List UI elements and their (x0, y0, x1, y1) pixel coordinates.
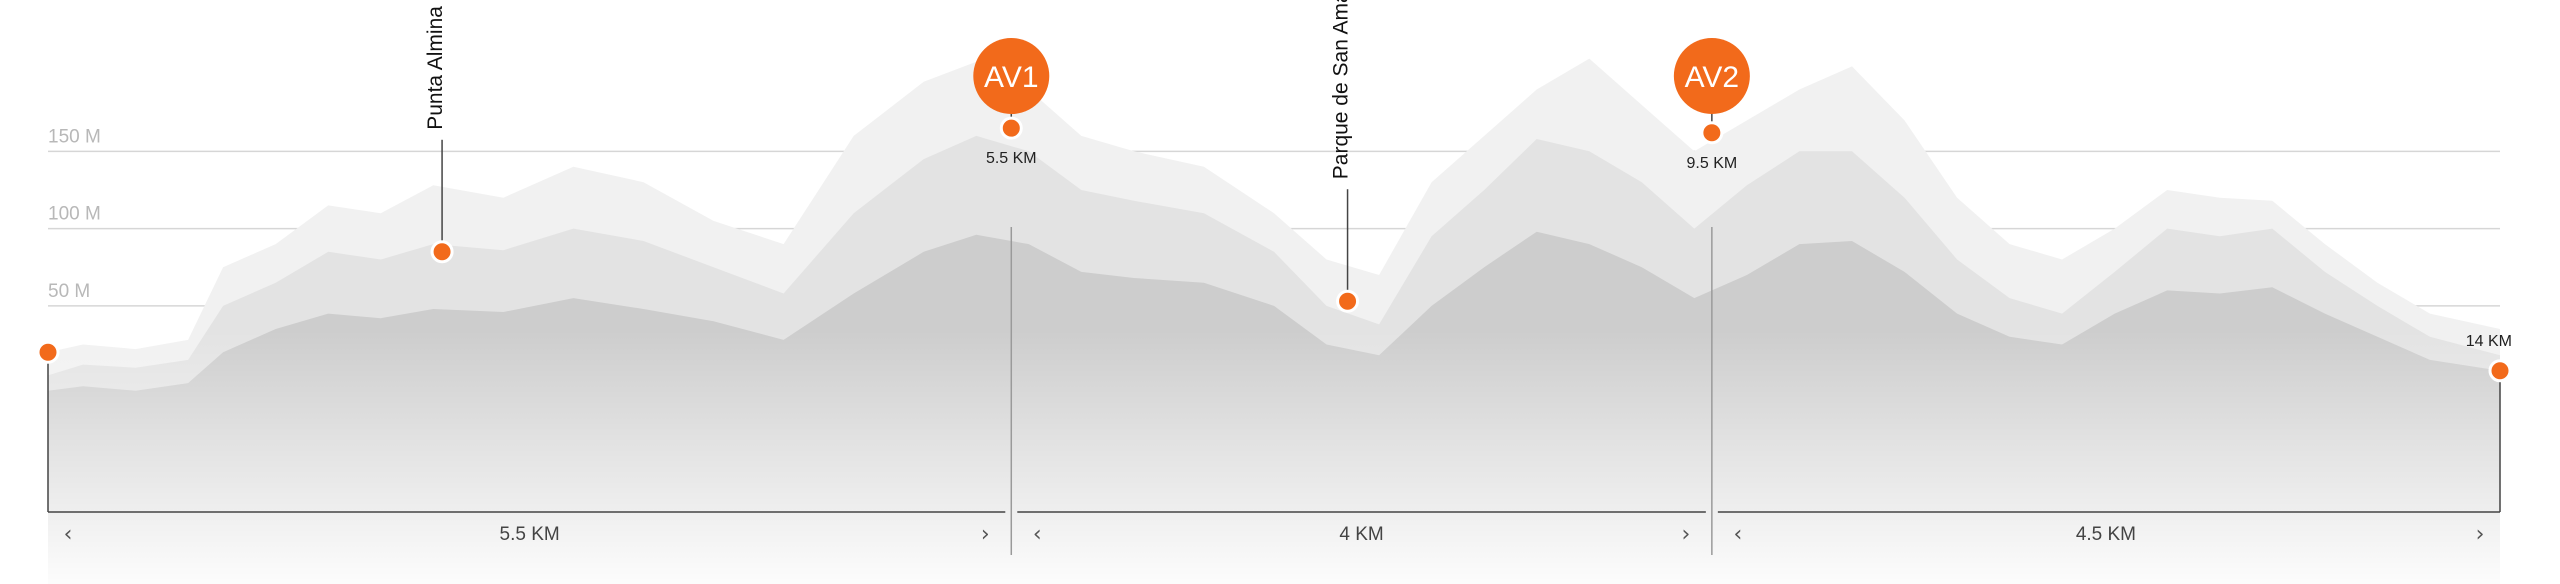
aid-station-marker (1700, 121, 1724, 145)
finish-marker (2488, 359, 2512, 383)
y-tick-label: 100 M (48, 204, 101, 225)
aid-station-label: AV2 (1685, 61, 1739, 94)
chevron-right-icon: › (981, 522, 990, 547)
poi-marker (1336, 289, 1360, 313)
chevron-right-icon: › (1681, 522, 1690, 547)
segment-labels: 5.5 KM ‹ › 4 KM ‹ › 4.5 KM ‹ › (64, 522, 2485, 547)
poi-label: Punta Almina (424, 6, 447, 130)
poi-marker (430, 240, 454, 264)
poi-label: Parque de San Amaro (1330, 0, 1353, 179)
segment-distance-label: 4 KM (1339, 524, 1383, 545)
segment-distance-label: 4.5 KM (2076, 524, 2136, 545)
route-endpoints: 14 KM (36, 333, 2512, 512)
aid-station-label: AV1 (984, 61, 1038, 94)
aid-station-badge (973, 38, 1050, 114)
aid-station-km-label: 5.5 KM (986, 150, 1037, 167)
segment-distance-label: 5.5 KM (500, 524, 560, 545)
bottom-fade (48, 20, 2500, 584)
aid-station-km-label: 9.5 KM (1687, 155, 1738, 172)
aid-station-badge (1673, 38, 1750, 114)
chevron-left-icon: ‹ (1733, 522, 1742, 547)
chevron-right-icon: › (2476, 522, 2485, 547)
start-marker (36, 340, 60, 364)
y-tick-labels: 50 M 100 M 150 M (48, 126, 101, 302)
aid-stations: AV1 5.5 KM AV2 9.5 KM (973, 38, 1750, 555)
points-of-interest: Punta Almina Parque de San Amaro (424, 0, 1360, 313)
chevron-left-icon: ‹ (1033, 522, 1042, 547)
chevron-left-icon: ‹ (64, 522, 73, 547)
aid-station-marker (999, 116, 1023, 140)
y-tick-label: 150 M (48, 126, 101, 147)
y-tick-label: 50 M (48, 281, 90, 302)
finish-km-label: 14 KM (2466, 333, 2512, 350)
